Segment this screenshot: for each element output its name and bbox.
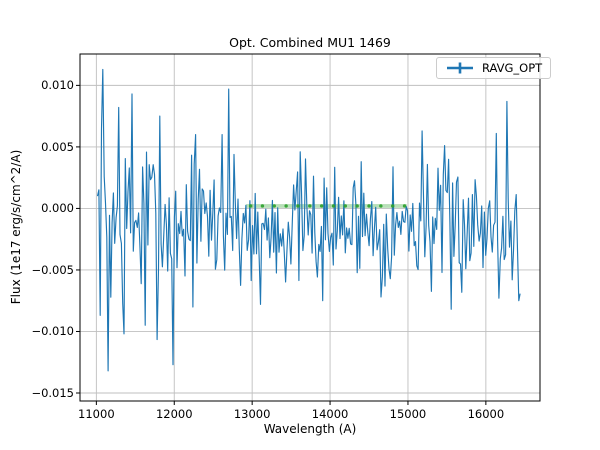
y-tick-label: 0.005 bbox=[41, 139, 74, 154]
x-axis-label: Wavelength (A) bbox=[263, 422, 357, 436]
legend-label: RAVG_OPT bbox=[482, 61, 543, 75]
y-axis-label: Flux (1e17 erg/s/cm^2/A) bbox=[9, 149, 23, 305]
x-tick-label: 11000 bbox=[78, 407, 115, 421]
y-tick-label: 0.010 bbox=[41, 78, 74, 93]
x-tick-label: 15000 bbox=[389, 407, 427, 421]
chart-title: Opt. Combined MU1 1469 bbox=[229, 35, 391, 50]
legend: RAVG_OPT bbox=[436, 57, 552, 79]
y-tick-label: −0.010 bbox=[31, 324, 74, 339]
errorbar-marker-icon bbox=[447, 62, 473, 74]
x-tick-label: 12000 bbox=[155, 407, 193, 421]
x-tick-label: 14000 bbox=[311, 407, 349, 421]
x-tick-label: 16000 bbox=[467, 407, 505, 421]
x-tick-label: 13000 bbox=[233, 407, 271, 421]
y-tick-label: 0.000 bbox=[41, 201, 74, 216]
y-tick-label: −0.005 bbox=[31, 262, 74, 277]
y-tick-label: −0.015 bbox=[31, 386, 74, 400]
